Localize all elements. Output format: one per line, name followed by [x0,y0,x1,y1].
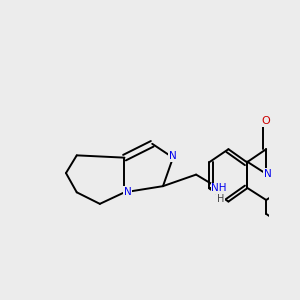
Text: NH: NH [212,184,227,194]
Text: H: H [217,194,224,204]
Text: O: O [262,116,271,126]
Text: N: N [169,151,177,161]
Text: N: N [124,187,131,197]
Text: N: N [264,169,272,179]
